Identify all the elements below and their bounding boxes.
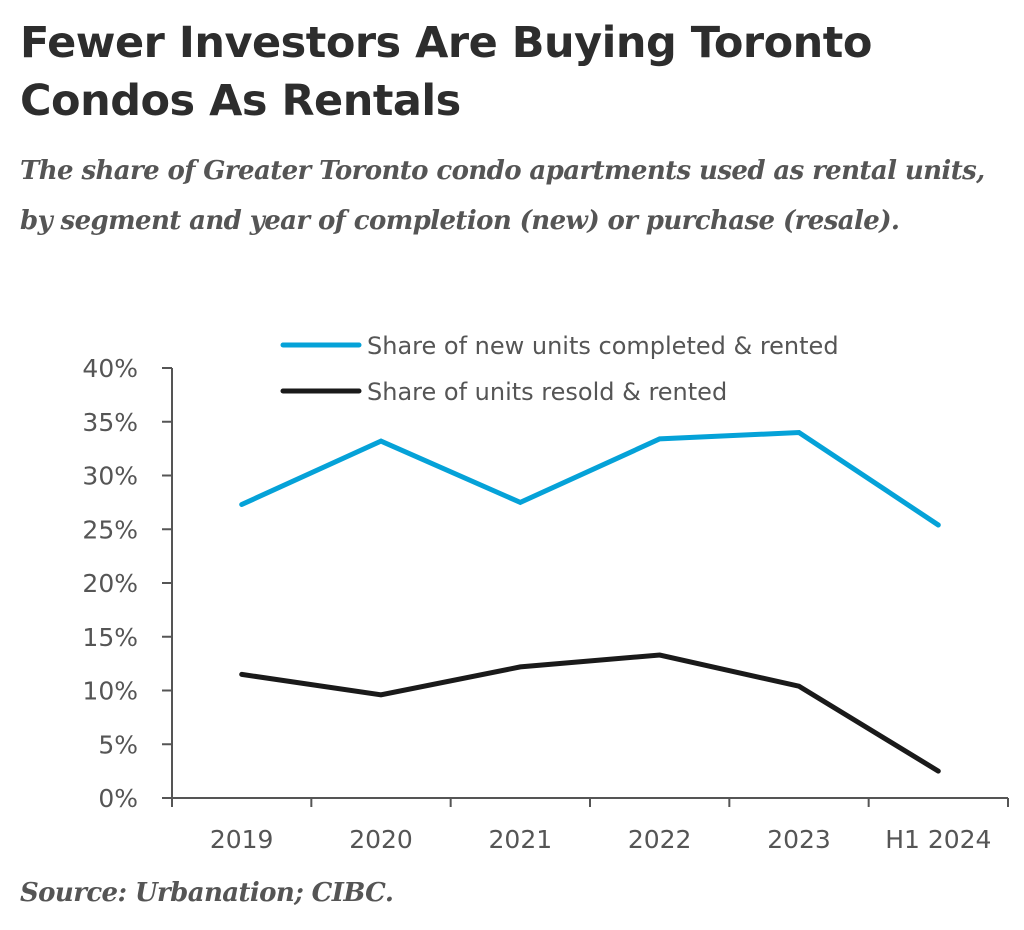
series-line-new-units xyxy=(239,429,941,528)
x-axis: 2019 2020 2021 2022 2023 H1 2024 xyxy=(171,797,1009,854)
y-axis: 0% 5% 10% 15% 20% 25% 30% 35% 40% xyxy=(82,354,173,813)
series-line-resold-units xyxy=(239,652,941,774)
y-tick-label: 0% xyxy=(98,784,138,813)
x-tick-label: 2023 xyxy=(767,825,831,854)
chart-title: Fewer Investors Are Buying Toronto Condo… xyxy=(20,18,872,126)
series-group xyxy=(239,429,941,774)
chart-subtitle: The share of Greater Toronto condo apart… xyxy=(20,156,985,236)
y-tick-label: 25% xyxy=(82,515,138,544)
y-tick-label: 5% xyxy=(98,730,138,759)
y-tick-label: 30% xyxy=(82,462,138,491)
y-tick-label: 35% xyxy=(82,408,138,437)
x-tick-label: 2022 xyxy=(628,825,692,854)
x-tick-label: H1 2024 xyxy=(885,825,991,854)
x-tick-label: 2019 xyxy=(210,825,274,854)
x-tick-label: 2020 xyxy=(349,825,413,854)
y-tick-label: 40% xyxy=(82,354,138,383)
legend: Share of new units completed & rented Sha… xyxy=(280,332,839,406)
y-tick-label: 20% xyxy=(82,569,138,598)
legend-label: Share of units resold & rented xyxy=(367,378,727,406)
source-note: Source: Urbanation; CIBC. xyxy=(20,878,394,908)
y-tick-label: 10% xyxy=(82,677,138,706)
y-tick-label: 15% xyxy=(82,623,138,652)
x-tick-label: 2021 xyxy=(489,825,553,854)
legend-label: Share of new units completed & rented xyxy=(367,332,839,360)
